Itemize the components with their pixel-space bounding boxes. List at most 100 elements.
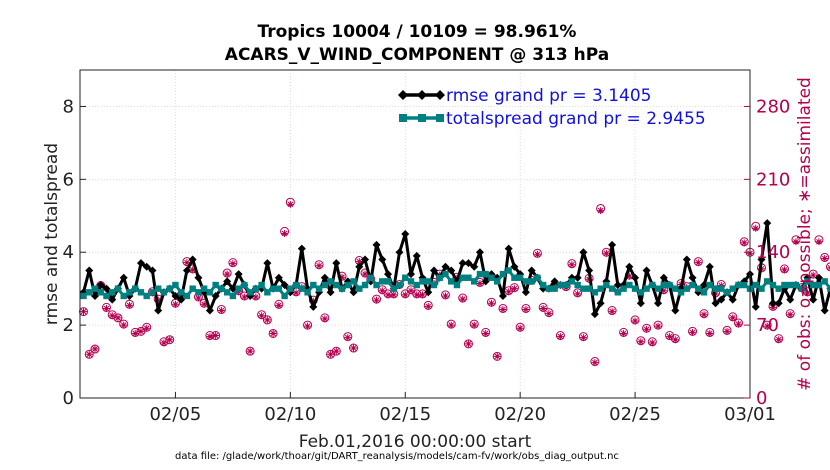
rmse-point [642,266,651,275]
obs-assimilated-marker [510,285,518,293]
obs-assimilated-marker [786,311,794,319]
totalspread-point [407,278,415,285]
legend-rmse-label: rmse grand pr = 3.1405 [446,86,651,106]
totalspread-point [712,285,719,292]
rmse-point [188,255,197,264]
totalspread-point [723,289,731,296]
obs-assimilated-marker [102,304,110,312]
totalspread-point [246,289,254,296]
totalspread-point [482,270,489,278]
totalspread-point [235,285,242,292]
totalspread-point [448,278,455,285]
y-tick-label: 2 [63,315,74,336]
chart-title-line1: Tropics 10004 / 10109 = 98.961% [258,22,577,42]
totalspread-point [367,274,374,281]
rmse-point [274,273,283,282]
rmse-point [142,262,151,271]
y-tick-label: 0 [63,388,74,409]
rmse-point [309,302,318,311]
legend-spread-marker [399,114,444,122]
totalspread-point [172,281,179,289]
totalspread-point [810,281,817,289]
obs-assimilated-marker [390,291,398,299]
obs-assimilated-marker [476,279,484,287]
rmse-point [154,306,163,315]
totalspread-point [258,281,265,289]
totalspread-point [436,274,443,281]
obs-assimilated-marker [223,270,231,278]
obs-assimilated-marker [304,322,312,330]
obs-assimilated-marker [464,340,472,348]
totalspread-point [304,289,311,296]
rmse-point [786,295,795,304]
rmse-point [182,266,191,275]
obs-assimilated-marker [648,339,656,347]
obs-possible-marker [84,349,94,359]
rmse-point [585,266,594,275]
rmse-point [631,273,640,282]
obs-assimilated-marker [499,305,507,313]
obs-assimilated-marker [579,334,587,342]
rmse-point [412,251,421,260]
obs-assimilated-marker [384,291,392,299]
obs-assimilated-marker [539,304,547,312]
totalspread-point [189,285,196,292]
obs-assimilated-marker [269,329,277,337]
totalspread-point [476,270,484,278]
totalspread-point [338,285,346,292]
y2-axis-label: # of obs: o=possible; ∗=assimilated [795,77,815,391]
rmse-point [820,306,829,315]
totalspread-point [166,285,173,292]
x-tick-label: 02/25 [609,404,661,425]
totalspread-point [626,281,633,289]
rmse-point [234,270,243,279]
totalspread-point [591,289,599,296]
obs-assimilated-marker [706,329,714,337]
obs-assimilated-marker [361,270,369,278]
grid [80,70,751,399]
totalspread-point [689,281,696,289]
rmse-point [527,266,536,275]
rmse-point [177,295,186,304]
totalspread-point [666,281,673,289]
totalspread-point [465,274,472,281]
rmse-point [119,273,128,282]
rmse-point [349,288,358,297]
rmse-point [728,295,737,304]
y-axis-label: rmse and totalspread [42,143,62,325]
rmse-point [470,262,479,271]
rmse-point [573,273,582,282]
totalspread-point [379,278,386,285]
rmse-point [90,291,99,300]
totalspread-point [660,281,668,289]
totalspread-point [321,281,329,289]
obs-assimilated-marker [729,314,737,322]
rmse-point [809,295,818,304]
obs-assimilated-marker [120,321,128,329]
obs-assimilated-marker [671,336,679,344]
totalspread-point [511,274,518,281]
obs-assimilated-marker [166,336,174,344]
obs-assimilated-marker [292,289,300,297]
legend-spread-label: totalspread grand pr = 2.9455 [446,109,706,129]
totalspread-point [103,292,110,300]
obs-assimilated-marker [700,311,708,319]
totalspread-point [534,274,541,281]
totalspread-point [729,285,736,292]
rmse-point [228,284,237,293]
obs-assimilated-marker [769,303,777,311]
obs-assimilated-marker [597,207,605,215]
obs-assimilated-marker [493,352,501,360]
x-tick-label: 02/05 [149,404,201,425]
obs-assimilated-marker [723,327,731,335]
obs-assimilated-marker [332,347,340,355]
obs-assimilated-marker [200,300,208,308]
rmse-point [613,281,622,290]
obs-assimilated-marker [246,347,254,355]
totalspread-point [718,285,725,292]
rmse-point [757,255,766,264]
obs-assimilated-marker [568,261,576,269]
totalspread-point [281,292,288,300]
totalspread-point [252,285,260,292]
